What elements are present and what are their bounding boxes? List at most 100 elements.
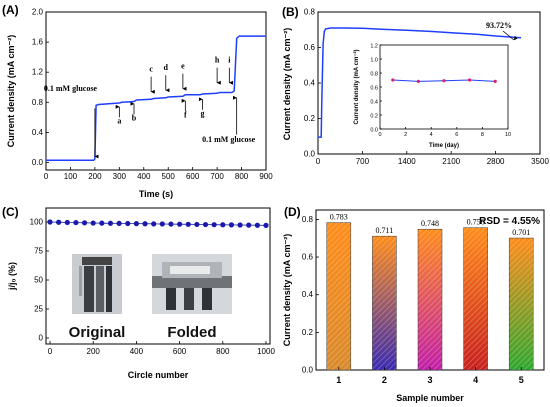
inset-y-tick-label: 1.0 [370, 58, 378, 64]
inset-y-tick-label: 0.0 [370, 128, 378, 134]
inset-x-tick-label: 0 [378, 132, 381, 138]
panel-d-bars: 0.783 1 0.711 2 0.748 3 0.756 4 0.701 5 [326, 213, 534, 385]
inset-x-tick-label: 2 [404, 132, 407, 138]
panel-c-point [177, 221, 183, 227]
panel-c-xlabel: Circle number [128, 370, 189, 380]
panel-c-x-tick-label: 800 [216, 347, 230, 356]
inset-point [493, 79, 497, 83]
panel-c-y-tick-label: 100 [30, 218, 44, 227]
panel-c-y-tick-label: 25 [34, 305, 43, 314]
panel-d-bar-hatch [372, 236, 397, 370]
panel-c-point [237, 222, 243, 228]
panel-b-retention-arrow [502, 30, 518, 41]
panel-c-y-tick-label: 50 [34, 276, 43, 285]
panel-c-frame [45, 207, 271, 345]
panel-a-x-tick-label: 100 [64, 172, 78, 181]
panel-a-y-ticks: 0.0 0.4 0.8 1.2 1.6 2.0 [32, 8, 49, 167]
panel-a-annotations: 0.1 mM glucose a b c d e f g h i 0.1 mM glucose [44, 56, 256, 159]
inset-point [391, 78, 395, 82]
panel-b-ylabel: Current density (mA cm⁻²) [282, 28, 292, 140]
panel-d-bar-hatch [463, 227, 488, 370]
panel-c-y-tick-label: 0 [39, 334, 44, 343]
panel-d-y-tick-label: 0.0 [302, 366, 314, 375]
inset-x-tick-label: 8 [481, 132, 484, 138]
inset-x-ticks: 0 2 4 6 8 10 [378, 127, 511, 138]
panel-c-point [194, 221, 200, 228]
panel-a-x-tick-label: 500 [162, 172, 176, 181]
panel-c-point [159, 221, 165, 227]
panel-a-x-tick-label: 700 [210, 172, 224, 181]
inset-x-tick-label: 10 [505, 132, 511, 138]
inset-point [442, 79, 446, 83]
panel-c-point [133, 221, 139, 227]
panel-c-point [185, 221, 191, 227]
panel-d-y-tick-label: 0.6 [302, 253, 314, 262]
panel-b-series-line [318, 27, 522, 138]
panel-a-frame [45, 11, 267, 171]
inset-point [416, 79, 420, 83]
panel-c-x-tick-label: 1000 [257, 347, 275, 356]
panel-c: (C) 0 200 400 600 800 1000 0 25 50 75 100 Origina… [2, 205, 275, 380]
panel-a-x-ticks: 0 100 200 300 400 500 600 700 800 900 [44, 167, 273, 181]
panel-a-x-tick-label: 300 [113, 172, 127, 181]
panel-b-x-tick-label: 0 [316, 157, 321, 166]
panel-c-point [254, 222, 260, 228]
panel-a-x-tick-label: 400 [137, 172, 151, 181]
inset-y-tick-label: 1.2 [370, 44, 378, 50]
panel-b-retention-label: 93.72% [486, 21, 512, 30]
inset-y-tick-label: 0.4 [370, 100, 378, 106]
panel-a-x-tick-label: 0 [44, 172, 49, 181]
panel-c-point [228, 222, 235, 228]
panel-a-series-line [46, 35, 266, 161]
panel-d-category-label: 5 [519, 375, 524, 385]
panel-a-annotation-text: b [132, 113, 137, 122]
panel-d-category-label: 3 [427, 375, 432, 385]
panel-a-x-tick-label: 800 [235, 172, 249, 181]
panel-c-y-tick-label: 75 [34, 247, 43, 256]
panel-a-annotation-text: 0.1 mM glucose [202, 135, 256, 144]
panel-c-point [246, 222, 252, 228]
panel-b-y-tick-label: 0.6 [304, 43, 316, 52]
panel-b-y-tick-label: 0.8 [304, 8, 316, 17]
panel-a-x-tick-label: 200 [88, 172, 102, 181]
panel-a-annotation-text: i [228, 56, 231, 65]
panel-d-y-ticks: 0.0 0.2 0.4 0.6 0.8 [302, 215, 319, 375]
panel-c-ylabel: j/j₀ (%) [7, 262, 17, 291]
inset-frame [379, 44, 509, 130]
panel-d-category-label: 4 [473, 375, 478, 385]
panel-d-xlabel: Sample number [396, 393, 464, 403]
panel-c-point [56, 219, 62, 225]
panel-a-y-tick-label: 0.0 [32, 158, 44, 167]
folded-electrode-photo [152, 254, 232, 314]
panel-b-inset: 0 2 4 6 8 10 0.0 0.2 0.4 0.6 0.8 1.0 1.2 Time (day)… [353, 44, 511, 150]
panel-a-annotation-text: e [181, 62, 185, 71]
panel-d-bar-value-label: 0.748 [421, 219, 439, 228]
panel-a-y-tick-label: 1.6 [32, 38, 44, 47]
panel-d: (D) 0.00.20.40.60.8 0.78310.71120.74830.… [282, 205, 545, 403]
panel-a-x-tick-label: 600 [186, 172, 200, 181]
panel-c-point [151, 221, 157, 227]
panel-c-point [64, 219, 70, 226]
panel-b-y-tick-label: 0.4 [304, 79, 316, 88]
inset-y-ticks: 0.0 0.2 0.4 0.6 0.8 1.0 1.2 [370, 44, 382, 134]
panel-a-annotation-text: d [164, 63, 169, 72]
panel-a: (A) 0 100 200 300 400 500 600 700 800 900 0.00.40… [2, 3, 273, 199]
photo-label-folded: Folded [167, 324, 216, 341]
panel-c-point [116, 220, 122, 226]
panel-d-bar-value-label: 0.711 [376, 226, 394, 235]
panel-c-point [202, 221, 209, 228]
panel-b-x-tick-label: 2100 [442, 157, 460, 166]
panel-d-bar-hatch [326, 222, 351, 370]
panel-a-xlabel: Time (s) [139, 189, 173, 199]
panel-a-ylabel: Current density (mA cm⁻²) [6, 35, 16, 147]
panel-a-annotation-text: a [117, 116, 121, 125]
inset-markers [391, 78, 497, 83]
panel-d-bar-hatch [418, 229, 442, 370]
panel-a-x-tick-label: 900 [259, 172, 273, 181]
panel-d-bar-value-label: 0.783 [330, 213, 348, 222]
panel-a-annotation-text: g [200, 109, 204, 118]
panel-a-y-tick-label: 2.0 [32, 8, 44, 17]
panel-b-x-tick-label: 3500 [531, 157, 549, 166]
panel-c-point [263, 222, 269, 228]
